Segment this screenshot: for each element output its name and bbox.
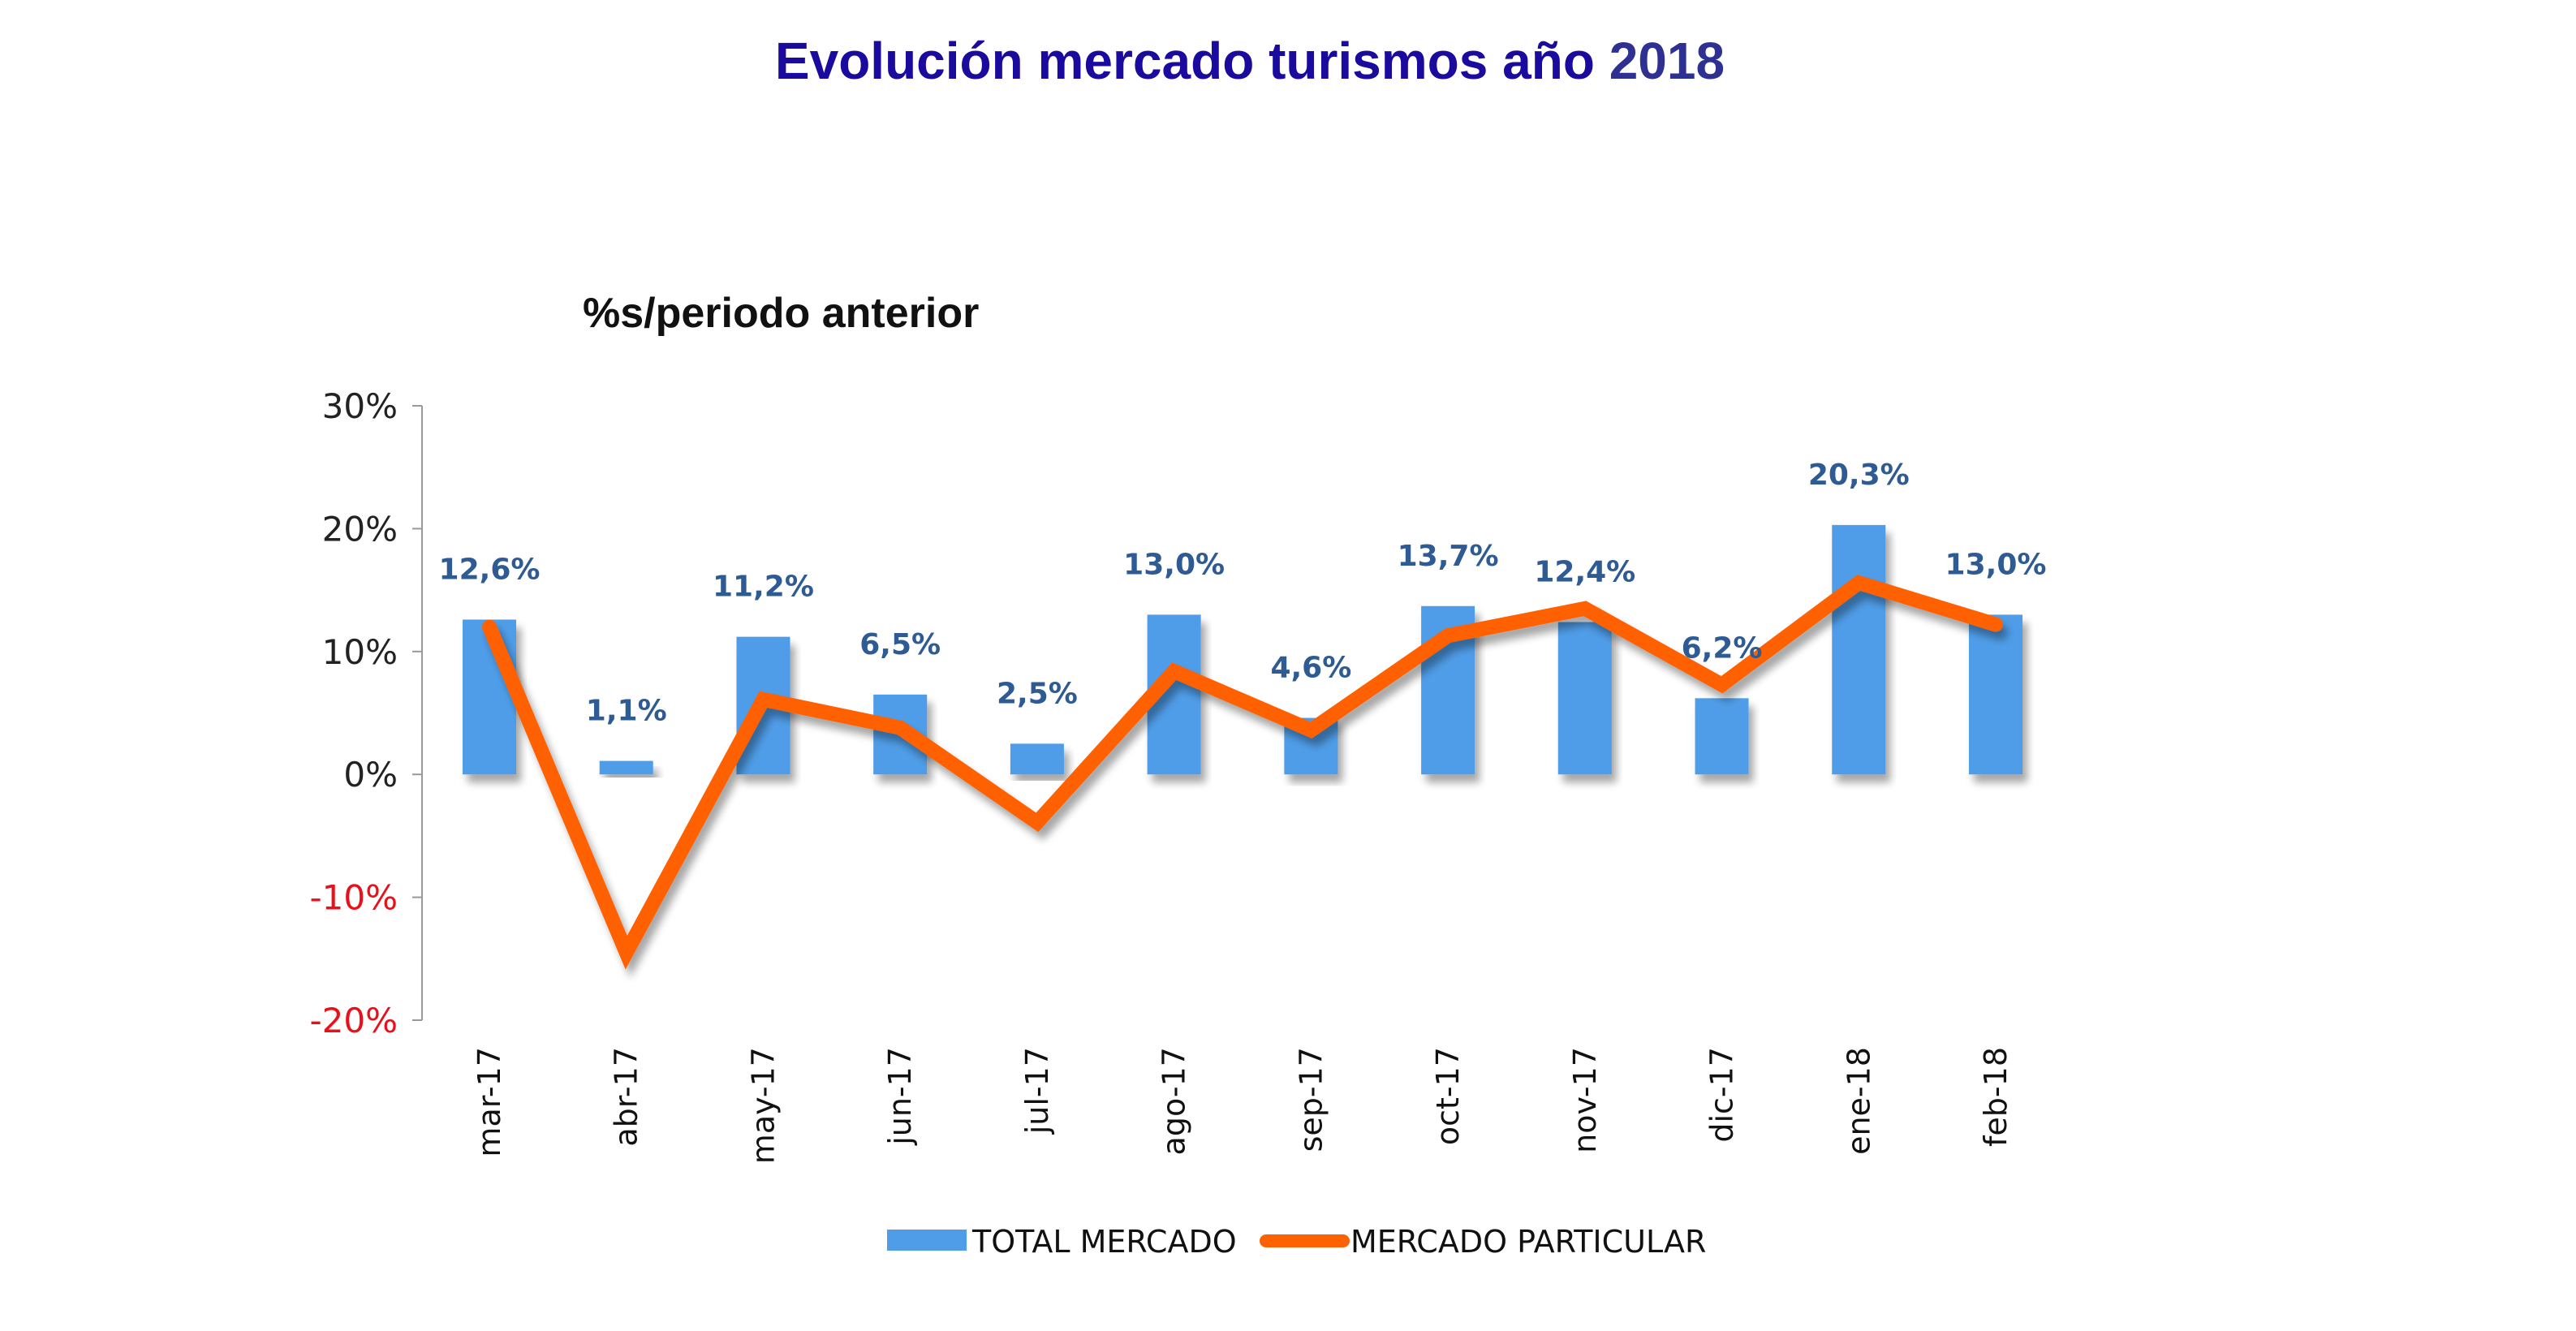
bar-ene-18 [1832,524,1886,775]
line-point [899,726,902,729]
title-year: 2018 [1609,32,1725,90]
title-text: Evolución mercado turismos año [774,32,1595,90]
y-tick-label: 30% [322,386,398,426]
bar-jul-17 [1010,743,1064,775]
x-tick-label: may-17 [745,1047,781,1164]
line-point [762,698,765,700]
data-label: 11,2% [713,571,814,604]
y-tick-label: -10% [309,878,398,918]
x-tick-label: ene-18 [1841,1047,1876,1155]
x-tick-label: ago-17 [1157,1047,1192,1155]
line-point [1721,683,1723,686]
line-point [1036,821,1038,824]
legend-label: TOTAL MERCADO [971,1224,1237,1260]
y-tick-label: 20% [322,509,398,549]
data-label: 1,1% [586,695,667,728]
line-point [1173,670,1175,673]
x-tick-label: nov-17 [1567,1047,1603,1153]
legend-label: MERCADO PARTICULAR [1350,1224,1706,1260]
data-label: 6,5% [859,628,941,661]
x-tick-label: oct-17 [1430,1047,1466,1145]
data-label: 6,2% [1682,631,1763,665]
line-point [489,626,490,628]
x-tick-label: dic-17 [1704,1047,1740,1143]
line-point [1995,623,1997,626]
chart-subtitle: %s/periodo anterior [583,290,980,337]
y-tick-label: -20% [309,1001,398,1040]
data-label: 13,0% [1123,548,1225,581]
x-tick-label: sep-17 [1293,1047,1329,1152]
data-label: 2,5% [997,677,1078,710]
x-tick-label: mar-17 [472,1047,507,1157]
data-label: 4,6% [1270,652,1351,685]
y-tick-label: 10% [322,632,398,672]
data-label: 13,0% [1945,548,2047,581]
line-point [1310,729,1312,731]
legend-swatch-bar [887,1230,967,1251]
data-label: 12,6% [439,553,541,586]
bar-nov-17 [1557,622,1612,775]
chart-title: Evolución mercado turismos año 2018 [0,31,2500,91]
data-label: 20,3% [1808,459,1910,492]
line-point [1583,607,1586,610]
bar-dic-17 [1695,698,1749,775]
line-point [625,951,627,954]
x-tick-label: feb-18 [1978,1047,2014,1147]
line-mercado-particular [482,575,2003,970]
y-tick-label: 0% [343,755,398,795]
data-label: 12,4% [1534,555,1635,588]
data-label: 13,7% [1398,540,1499,573]
bar-abr-17 [599,760,653,775]
x-tick-label: abr-17 [609,1047,644,1147]
x-tick-label: jun-17 [882,1047,918,1146]
bar-feb-18 [1969,614,2022,775]
x-tick-label: jul-17 [1019,1047,1055,1135]
line-point [1858,582,1860,584]
line-point [1447,635,1450,637]
